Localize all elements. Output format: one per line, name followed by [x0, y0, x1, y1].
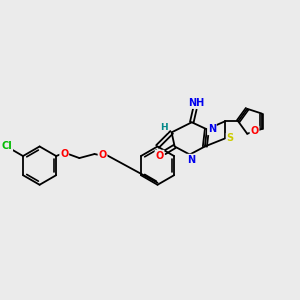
Text: O: O — [250, 126, 259, 136]
Text: Cl: Cl — [2, 141, 12, 151]
Text: H: H — [160, 123, 167, 132]
Text: O: O — [60, 149, 68, 159]
Text: O: O — [155, 151, 164, 160]
Text: NH: NH — [188, 98, 204, 108]
Text: O: O — [98, 150, 107, 160]
Text: N: N — [187, 154, 195, 165]
Text: N: N — [208, 124, 216, 134]
Text: S: S — [226, 134, 234, 143]
